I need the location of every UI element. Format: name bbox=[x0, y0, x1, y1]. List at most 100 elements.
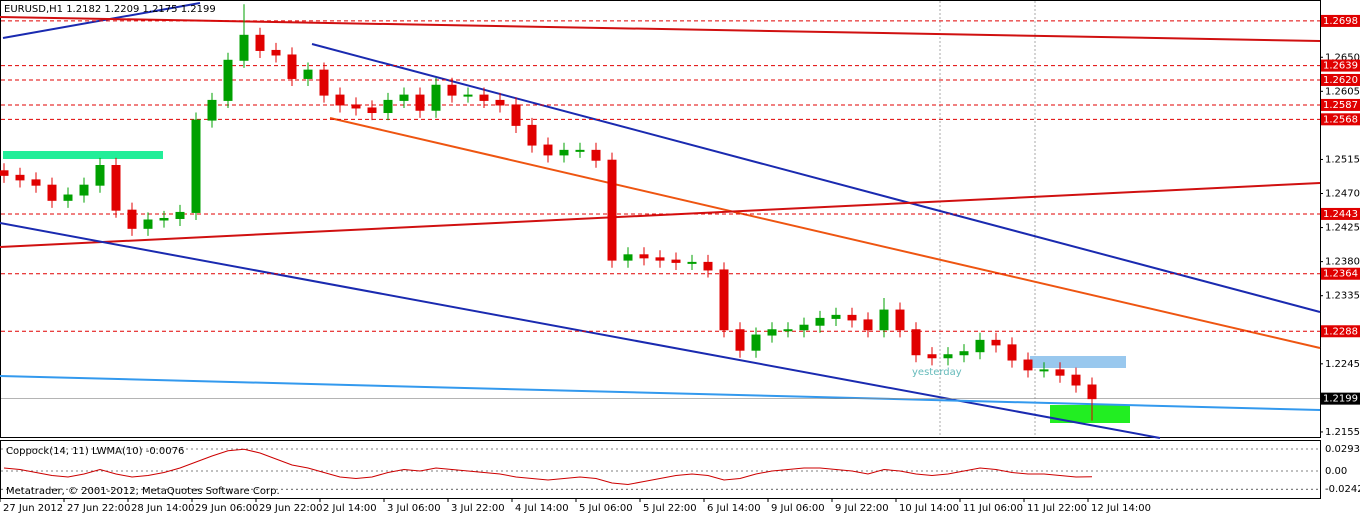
candle-body bbox=[879, 309, 889, 331]
level-label-bg bbox=[1321, 267, 1360, 280]
candle-body bbox=[95, 165, 105, 186]
y-tick-label: -0.0242 bbox=[1325, 484, 1360, 495]
candle-body bbox=[623, 254, 633, 261]
candle-body bbox=[719, 269, 729, 331]
trend-line bbox=[0, 182, 1321, 248]
candle-body bbox=[271, 49, 281, 56]
y-tick-label: 1.2155 bbox=[1325, 427, 1360, 438]
candle-body bbox=[783, 329, 793, 332]
candle-body bbox=[895, 309, 905, 331]
y-tick-label: 1.2470 bbox=[1325, 189, 1360, 200]
candle-body bbox=[335, 94, 345, 106]
current-price-label: 1.2199 bbox=[1323, 394, 1358, 405]
level-label: 1.2587 bbox=[1323, 100, 1358, 111]
y-tick-label: 1.2605 bbox=[1325, 86, 1360, 97]
candle-body bbox=[959, 351, 969, 356]
candle-body bbox=[927, 354, 937, 359]
candle-body bbox=[319, 69, 329, 96]
level-label-bg bbox=[1321, 14, 1360, 27]
y-tick-label: 0.00 bbox=[1325, 466, 1347, 477]
candle-body bbox=[847, 314, 857, 321]
candle-body bbox=[383, 99, 393, 114]
candle-body bbox=[607, 159, 617, 261]
chart-title: EURUSD,H1 1.2182 1.2209 1.2175 1.2199 bbox=[4, 4, 216, 15]
candle-body bbox=[991, 339, 1001, 346]
x-tick-label: 4 Jul 14:00 bbox=[515, 503, 569, 514]
candle-body bbox=[975, 339, 985, 353]
level-label: 1.2568 bbox=[1323, 114, 1358, 125]
x-tick-label: 9 Jul 06:00 bbox=[771, 503, 825, 514]
candle-body bbox=[655, 257, 665, 261]
candle-body bbox=[143, 219, 153, 229]
candle-body bbox=[31, 179, 41, 186]
candle-body bbox=[463, 94, 473, 97]
main-frame bbox=[0, 0, 1321, 438]
candle-body bbox=[687, 261, 697, 264]
y-tick-label: 1.2425 bbox=[1325, 223, 1360, 234]
x-tick-label: 3 Jul 06:00 bbox=[387, 503, 441, 514]
level-label-bg bbox=[1321, 113, 1360, 126]
level-label-bg bbox=[1321, 73, 1360, 86]
candle-body bbox=[447, 84, 457, 96]
candle-body bbox=[367, 107, 377, 114]
candle-body bbox=[415, 94, 425, 111]
indicator-line bbox=[3, 448, 1093, 485]
y-tick-label: 0.0293 bbox=[1325, 444, 1360, 455]
level-label: 1.2443 bbox=[1323, 209, 1358, 220]
level-label: 1.2639 bbox=[1323, 61, 1358, 72]
candle-body bbox=[175, 211, 185, 219]
candle-body bbox=[351, 104, 361, 109]
zone bbox=[1030, 356, 1126, 368]
copyright: Metatrader, © 2001-2012, MetaQuotes Soft… bbox=[6, 486, 280, 497]
candle-body bbox=[1071, 374, 1081, 386]
x-tick-label: 29 Jun 06:00 bbox=[195, 503, 259, 514]
candle-body bbox=[639, 254, 649, 259]
candle-body bbox=[303, 69, 313, 79]
candle-body bbox=[1055, 369, 1065, 376]
candle-body bbox=[863, 319, 873, 331]
candle-body bbox=[815, 317, 825, 326]
trend-line bbox=[0, 375, 1321, 411]
x-tick-label: 12 Jul 14:00 bbox=[1091, 503, 1151, 514]
candle-body bbox=[591, 149, 601, 161]
level-label: 1.2620 bbox=[1323, 75, 1358, 86]
candle-body bbox=[223, 59, 233, 101]
x-tick-label: 27 Jun 2012 bbox=[3, 503, 63, 514]
level-label-bg bbox=[1321, 59, 1360, 72]
trend-line bbox=[311, 43, 1321, 313]
x-tick-label: 29 Jun 22:00 bbox=[259, 503, 323, 514]
candle-body bbox=[399, 94, 409, 101]
indicator-title: Coppock(14, 11) LWMA(10) -0.0076 bbox=[6, 446, 184, 457]
candle-body bbox=[111, 165, 121, 211]
candle-body bbox=[799, 324, 809, 331]
candle-body bbox=[495, 99, 505, 106]
candle-body bbox=[1023, 359, 1033, 371]
y-tick-label: 1.2335 bbox=[1325, 291, 1360, 302]
candle-body bbox=[559, 149, 569, 156]
candle-body bbox=[767, 329, 777, 336]
candle-body bbox=[15, 174, 25, 181]
x-tick-label: 10 Jul 14:00 bbox=[899, 503, 959, 514]
trend-line bbox=[329, 117, 1321, 349]
y-tick-label: 1.2245 bbox=[1325, 359, 1360, 370]
candle-body bbox=[527, 124, 537, 146]
x-tick-label: 6 Jul 14:00 bbox=[707, 503, 761, 514]
candle-body bbox=[671, 259, 681, 263]
level-label: 1.2288 bbox=[1323, 326, 1358, 337]
candle-body bbox=[831, 314, 841, 319]
candle-body bbox=[943, 354, 953, 359]
x-tick-label: 5 Jul 22:00 bbox=[643, 503, 697, 514]
candle-body bbox=[0, 170, 9, 176]
candle-body bbox=[431, 84, 441, 111]
x-tick-label: 5 Jul 06:00 bbox=[579, 503, 633, 514]
candle-body bbox=[287, 54, 297, 79]
zone bbox=[1050, 405, 1130, 423]
level-label-bg bbox=[1321, 325, 1360, 338]
candle-body bbox=[79, 184, 89, 196]
zone bbox=[3, 151, 163, 159]
current-price-bg bbox=[1321, 392, 1360, 405]
x-tick-label: 28 Jun 14:00 bbox=[131, 503, 195, 514]
candle-body bbox=[47, 184, 57, 201]
x-tick-label: 27 Jun 22:00 bbox=[67, 503, 131, 514]
x-tick-label: 11 Jul 06:00 bbox=[963, 503, 1023, 514]
